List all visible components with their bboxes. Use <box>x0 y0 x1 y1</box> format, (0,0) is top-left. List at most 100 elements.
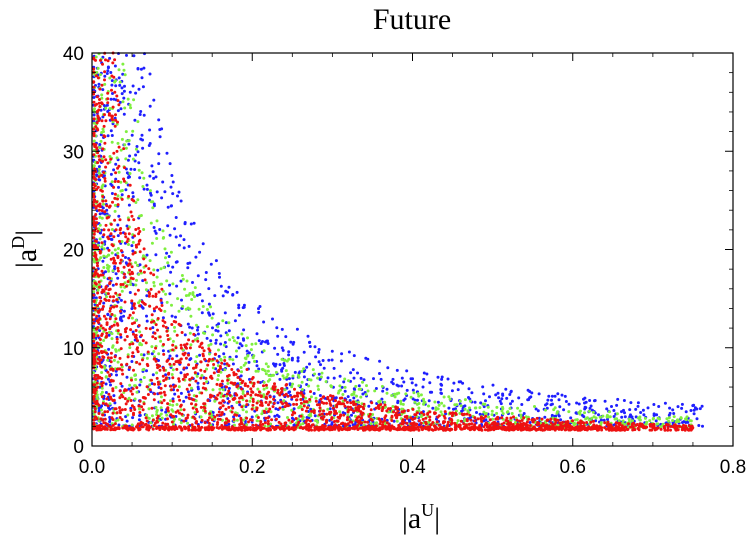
scatter-point <box>486 428 490 432</box>
scatter-point <box>266 422 270 426</box>
scatter-point <box>313 372 317 376</box>
scatter-point <box>362 378 366 382</box>
scatter-point <box>314 355 318 359</box>
scatter-point <box>125 375 129 379</box>
scatter-point <box>113 320 117 324</box>
scatter-point <box>105 216 109 220</box>
scatter-point <box>156 366 160 370</box>
scatter-point <box>168 354 172 358</box>
scatter-point <box>129 167 133 171</box>
scatter-point <box>138 176 142 180</box>
scatter-point <box>214 352 218 356</box>
scatter-point <box>371 413 375 416</box>
scatter-point <box>178 417 182 421</box>
scatter-point <box>282 393 286 397</box>
scatter-point <box>603 421 607 425</box>
scatter-point <box>192 398 196 402</box>
scatter-point <box>313 345 317 349</box>
scatter-point <box>131 277 135 281</box>
scatter-point <box>309 425 313 429</box>
scatter-point <box>344 424 348 427</box>
scatter-point <box>473 406 477 410</box>
scatter-point <box>181 304 185 308</box>
scatter-point <box>671 408 675 412</box>
scatter-point <box>111 269 115 273</box>
scatter-point <box>104 270 107 274</box>
scatter-point <box>247 360 251 364</box>
scatter-point <box>92 359 96 363</box>
scatter-point <box>122 309 126 313</box>
scatter-point <box>227 364 231 368</box>
scatter-point <box>547 394 551 398</box>
scatter-point <box>202 405 206 409</box>
scatter-point <box>167 255 171 258</box>
scatter-point <box>93 251 97 255</box>
scatter-point <box>652 422 656 426</box>
scatter-point <box>165 251 169 255</box>
scatter-point <box>92 423 96 426</box>
scatter-point <box>182 419 186 423</box>
scatter-point <box>231 293 235 296</box>
scatter-point <box>300 388 304 391</box>
scatter-point <box>92 334 96 338</box>
scatter-point <box>308 362 311 366</box>
scatter-point <box>212 371 216 375</box>
scatter-point <box>98 223 102 227</box>
scatter-point <box>317 372 321 376</box>
scatter-point <box>195 355 199 359</box>
scatter-point <box>655 413 659 417</box>
scatter-point <box>111 411 115 415</box>
scatter-point <box>115 94 119 98</box>
scatter-point <box>125 335 129 338</box>
scatter-point <box>141 146 145 150</box>
scatter-point <box>613 417 617 421</box>
scatter-point <box>111 423 115 427</box>
scatter-point <box>120 92 124 96</box>
scatter-point <box>414 383 418 387</box>
scatter-point <box>251 423 255 427</box>
scatter-point <box>463 404 467 408</box>
scatter-point <box>237 400 241 404</box>
scatter-point <box>226 382 230 385</box>
scatter-point <box>245 403 249 407</box>
scatter-point <box>447 395 451 399</box>
scatter-point <box>154 346 158 350</box>
scatter-point <box>288 390 292 394</box>
scatter-point <box>287 377 291 381</box>
scatter-point <box>94 254 98 258</box>
scatter-point <box>452 381 456 385</box>
scatter-point <box>312 392 316 395</box>
scatter-point <box>284 369 288 373</box>
scatter-point <box>172 362 176 366</box>
scatter-point <box>264 400 268 404</box>
scatter-point <box>286 394 290 398</box>
scatter-point <box>516 427 520 431</box>
scatter-point <box>150 164 154 168</box>
scatter-point <box>544 408 547 412</box>
scatter-point <box>655 427 658 431</box>
scatter-point <box>100 241 104 245</box>
scatter-point <box>366 420 370 424</box>
scatter-point <box>402 380 406 384</box>
scatter-point <box>139 380 143 384</box>
scatter-point <box>276 391 280 395</box>
scatter-point <box>272 395 276 399</box>
scatter-point <box>206 418 210 422</box>
scatter-point <box>137 272 141 276</box>
scatter-point <box>136 67 140 71</box>
scatter-point <box>100 408 103 412</box>
scatter-point <box>563 394 567 398</box>
scatter-point <box>116 194 120 198</box>
scatter-point <box>266 339 269 343</box>
scatter-point <box>556 418 560 422</box>
scatter-point <box>148 327 152 331</box>
scatter-point <box>622 427 626 431</box>
scatter-point <box>101 88 105 92</box>
scatter-point <box>241 408 245 412</box>
scatter-point <box>254 342 258 346</box>
scatter-point <box>309 412 313 416</box>
scatter-point <box>182 366 186 370</box>
scatter-point <box>92 362 96 366</box>
scatter-point <box>442 395 446 399</box>
scatter-point <box>369 417 373 421</box>
